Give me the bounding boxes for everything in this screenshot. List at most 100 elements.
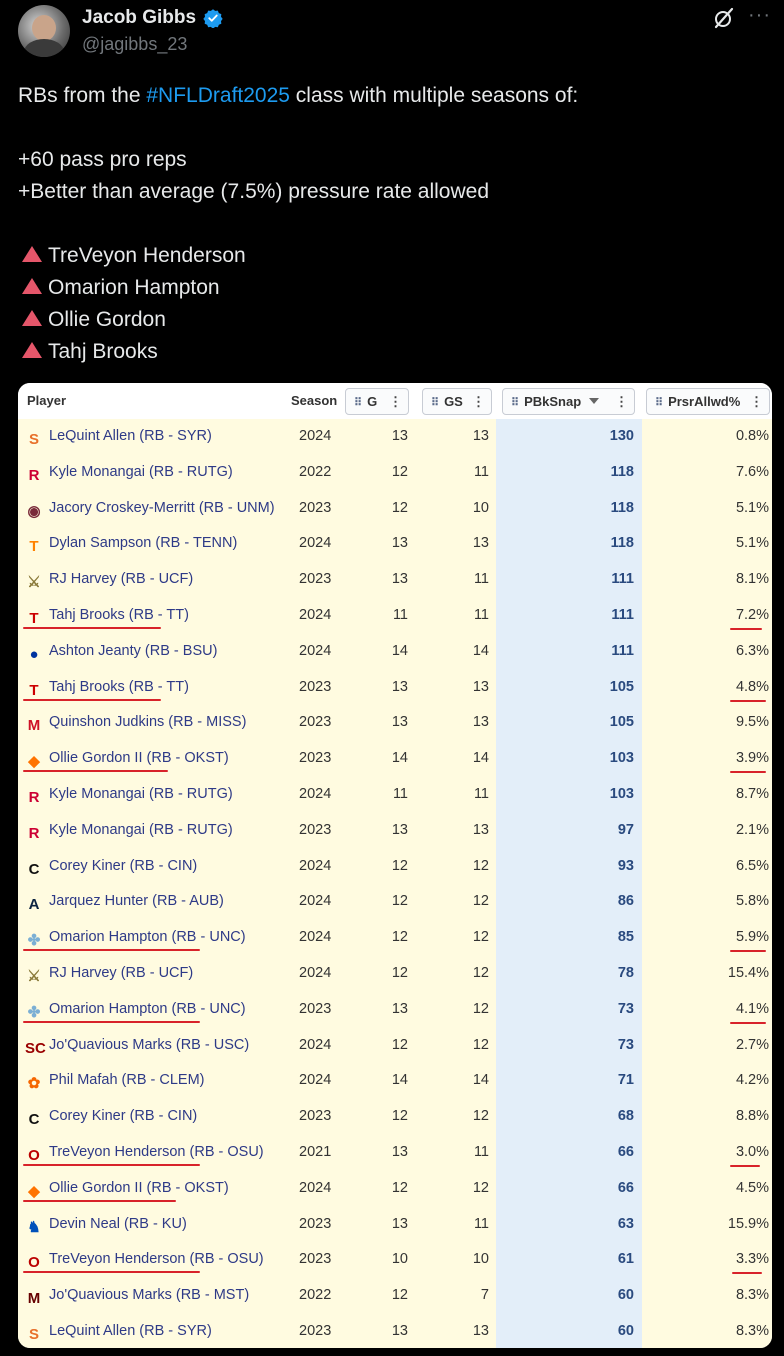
- red-triangle-icon: [22, 246, 42, 262]
- column-menu-icon[interactable]: ⋮: [750, 394, 763, 409]
- games-started-cell: 13: [472, 714, 489, 731]
- team-logo-icon: S: [28, 431, 39, 448]
- pbksnap-highlight: [496, 884, 642, 921]
- season-cell: 2024: [299, 642, 332, 659]
- pbksnap-highlight: [496, 490, 642, 527]
- table-row: R Kyle Monangai (RB - RUTG) 2024 11 11 103 8.7…: [18, 777, 772, 814]
- games-cell: 12: [391, 1036, 408, 1053]
- pbksnap-cell: 61: [617, 1251, 634, 1268]
- player-name: Corey Kiner (RB - CIN): [49, 857, 198, 874]
- player-cell[interactable]: T Tahj Brooks (RB - TT): [25, 598, 189, 633]
- more-options-icon[interactable]: ···: [748, 4, 771, 26]
- games-started-cell: 10: [472, 499, 489, 516]
- pbksnap-highlight: [496, 1099, 642, 1135]
- player-name: Omarion Hampton (RB - UNC): [49, 1000, 246, 1017]
- header-pbksnap[interactable]: ⠿ PBkSnap ⋮: [502, 388, 635, 415]
- column-menu-icon[interactable]: ⋮: [472, 394, 485, 409]
- player-cell[interactable]: C Corey Kiner (RB - CIN): [25, 1099, 198, 1134]
- player-cell[interactable]: T Tahj Brooks (RB - TT): [25, 670, 189, 705]
- player-cell[interactable]: ◉ Jacory Croskey-Merritt (RB - UNM): [25, 491, 275, 526]
- player-name: Tahj Brooks (RB - TT): [49, 607, 189, 623]
- red-underline: [730, 771, 766, 774]
- stats-table-image[interactable]: Player Season ⠿ G ⋮ ⠿ GS ⋮ ⠿ PBkSnap ⋮ ⠿ PrsrAl…: [18, 383, 772, 1348]
- player-cell[interactable]: R Kyle Monangai (RB - RUTG): [25, 777, 233, 812]
- author-name[interactable]: Jacob Gibbs: [82, 7, 197, 28]
- games-cell: 11: [392, 607, 408, 623]
- pbksnap-highlight: [496, 1135, 642, 1171]
- player-name: Jacory Croskey-Merritt (RB - UNM): [49, 499, 275, 516]
- red-underline: [23, 698, 161, 701]
- player-cell[interactable]: R Kyle Monangai (RB - RUTG): [25, 455, 233, 490]
- pressure-allowed-cell: 5.1%: [735, 499, 769, 516]
- header-g[interactable]: ⠿ G ⋮: [345, 388, 409, 415]
- pressure-allowed-cell: 5.8%: [735, 893, 769, 910]
- grok-icon[interactable]: [712, 6, 736, 30]
- header-player[interactable]: Player: [27, 393, 67, 408]
- games-cell: 12: [391, 1108, 408, 1125]
- header-gs[interactable]: ⠿ GS ⋮: [422, 388, 492, 415]
- table-row: ◆ Ollie Gordon II (RB - OKST) 2023 14 14 103 3…: [18, 741, 772, 778]
- player-cell[interactable]: ♞ Devin Neal (RB - KU): [25, 1207, 187, 1242]
- header-gs-label: GS: [444, 394, 463, 409]
- player-cell[interactable]: C Corey Kiner (RB - CIN): [25, 849, 198, 884]
- sort-desc-icon[interactable]: [589, 398, 600, 404]
- games-started-cell: 11: [473, 1144, 489, 1160]
- games-started-cell: 10: [472, 1251, 489, 1268]
- red-underline: [730, 950, 766, 953]
- games-started-cell: 7: [480, 1287, 489, 1304]
- player-cell[interactable]: ⚔ RJ Harvey (RB - UCF): [25, 562, 193, 597]
- avatar[interactable]: [18, 5, 70, 57]
- column-menu-icon[interactable]: ⋮: [615, 394, 628, 409]
- team-logo-icon: S: [28, 1326, 39, 1343]
- red-underline: [23, 1020, 200, 1023]
- season-cell: 2023: [299, 1323, 332, 1339]
- player-cell[interactable]: O TreVeyon Henderson (RB - OSU): [25, 1242, 263, 1277]
- player-cell[interactable]: ⚔ RJ Harvey (RB - UCF): [25, 956, 193, 991]
- hashtag-link[interactable]: #NFLDraft2025: [146, 84, 290, 107]
- table-row: C Corey Kiner (RB - CIN) 2023 12 12 68 8.8%: [18, 1099, 772, 1136]
- player-name: Jarquez Hunter (RB - AUB): [49, 893, 224, 910]
- header-pbksnap-label: PBkSnap: [524, 394, 582, 409]
- season-cell: 2024: [299, 786, 332, 802]
- drag-handle-icon: ⠿: [511, 397, 519, 409]
- pbksnap-cell: 66: [617, 1179, 634, 1196]
- player-cell[interactable]: ✤ Omarion Hampton (RB - UNC): [25, 992, 246, 1027]
- player-cell[interactable]: R Kyle Monangai (RB - RUTG): [25, 813, 233, 848]
- player-cell[interactable]: ✿ Phil Mafah (RB - CLEM): [25, 1063, 205, 1098]
- header-prsr[interactable]: ⠿ PrsrAllwd% ⋮: [646, 388, 770, 415]
- player-name: Kyle Monangai (RB - RUTG): [49, 463, 233, 480]
- player-cell[interactable]: M Jo'Quavious Marks (RB - MST): [25, 1278, 249, 1313]
- player-cell[interactable]: ◆ Ollie Gordon II (RB - OKST): [25, 741, 229, 776]
- red-triangle-icon: [22, 310, 42, 326]
- pressure-allowed-cell: 8.8%: [735, 1108, 769, 1125]
- team-logo-icon: A: [28, 896, 40, 914]
- games-started-cell: 11: [473, 786, 489, 802]
- player-name: RJ Harvey (RB - UCF): [49, 965, 194, 981]
- player-cell[interactable]: A Jarquez Hunter (RB - AUB): [25, 884, 224, 919]
- games-started-cell: 12: [472, 893, 489, 910]
- player-cell[interactable]: T Dylan Sampson (RB - TENN): [25, 526, 237, 561]
- pbksnap-highlight: [496, 991, 642, 1028]
- player-cell[interactable]: SC Jo'Quavious Marks (RB - USC): [25, 1028, 249, 1063]
- player-cell[interactable]: ◆ Ollie Gordon II (RB - OKST): [25, 1171, 228, 1206]
- player-cell[interactable]: M Quinshon Judkins (RB - MISS): [25, 705, 247, 740]
- pbksnap-highlight: [496, 1314, 642, 1348]
- pbksnap-highlight: [496, 777, 642, 813]
- team-logo-icon: R: [28, 466, 40, 484]
- pbksnap-cell: 66: [617, 1144, 634, 1160]
- player-cell[interactable]: S LeQuint Allen (RB - SYR): [25, 419, 212, 454]
- season-cell: 2024: [299, 607, 332, 623]
- header-season[interactable]: Season: [291, 393, 338, 408]
- player-cell[interactable]: O TreVeyon Henderson (RB - OSU): [25, 1135, 263, 1170]
- pbksnap-highlight: [496, 1242, 642, 1279]
- player-name: Ollie Gordon II (RB - OKST): [49, 750, 229, 767]
- table-row: M Jo'Quavious Marks (RB - MST) 2022 12 7 60 8.…: [18, 1278, 772, 1315]
- author-handle[interactable]: @jagibbs_23: [82, 34, 188, 54]
- player-cell[interactable]: ✤ Omarion Hampton (RB - UNC): [25, 920, 246, 955]
- games-cell: 12: [391, 857, 408, 874]
- pbksnap-cell: 111: [611, 607, 634, 623]
- player-cell[interactable]: ● Ashton Jeanty (RB - BSU): [25, 634, 217, 669]
- column-menu-icon[interactable]: ⋮: [389, 394, 402, 409]
- player-cell[interactable]: S LeQuint Allen (RB - SYR): [25, 1314, 212, 1348]
- season-cell: 2024: [299, 535, 332, 552]
